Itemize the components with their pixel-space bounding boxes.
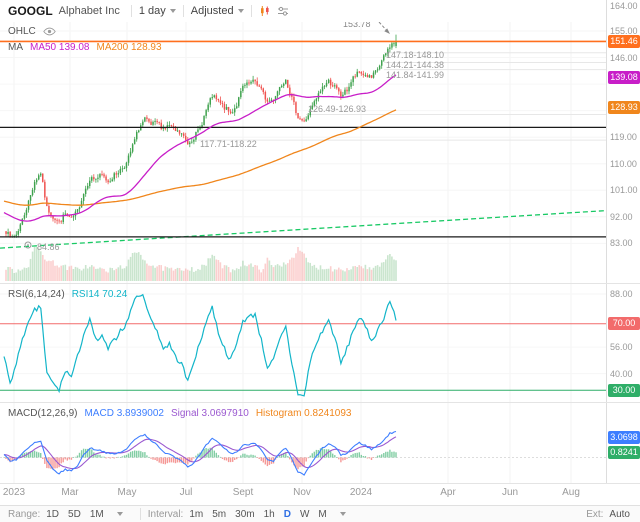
auto-option[interactable]: Auto [609, 508, 630, 520]
price-badge-current-price: 151.46 [608, 34, 640, 48]
svg-text:84.86: 84.86 [37, 242, 60, 252]
macd-value: MACD 3.8939002 [84, 408, 164, 419]
interval-option-30m[interactable]: 30m [235, 508, 255, 520]
price-chart[interactable]: 153.78 147.18-148.10144.21-144.38141.84-1… [0, 0, 606, 283]
x-axis-label: May [117, 487, 137, 498]
ohlc-label: OHLC [8, 26, 36, 37]
x-axis-label: Mar [61, 487, 79, 498]
divider [139, 508, 141, 520]
range-option-1M[interactable]: 1M [89, 508, 104, 520]
divider [250, 5, 252, 17]
panel-divider [0, 283, 640, 284]
x-axis-label: Sept [232, 487, 254, 498]
adjustment-value: Adjusted [190, 5, 234, 17]
interval-option-1h[interactable]: 1h [263, 508, 275, 520]
range-option-1D[interactable]: 1D [46, 508, 60, 520]
price-tick: 110.00 [610, 158, 637, 169]
price-badge-ma50: 139.08 [608, 71, 640, 85]
price-tick: 155.00 [610, 26, 638, 36]
price-tick: 83.00 [610, 238, 633, 249]
interval-option-1m[interactable]: 1m [189, 508, 204, 520]
macd-legend: MACD(12,26,9) MACD 3.8939002 Signal 3.06… [8, 408, 358, 419]
rsi-value: RSI14 70.24 [71, 289, 128, 300]
rsi-tick: 40.00 [610, 368, 633, 379]
caret-down-icon[interactable] [339, 512, 346, 516]
ma50-value: MA50 139.08 [30, 42, 90, 53]
x-axis-label: Jul [179, 487, 193, 498]
price-badge-ma200: 128.93 [608, 101, 640, 115]
rsi-tick: 56.00 [610, 342, 633, 353]
rsi-name: RSI(6,14,24) [8, 289, 65, 300]
price-tick: 164.00 [610, 1, 638, 11]
caret-down-icon [169, 9, 176, 13]
interval-value: 1 day [138, 5, 166, 17]
caret-down-icon[interactable] [116, 512, 123, 516]
x-axis-label: Apr [440, 487, 456, 498]
x-axis-label: 2024 [349, 487, 373, 498]
rsi-level-badge: 70.00 [608, 317, 640, 331]
ohlc-legend: OHLC [8, 26, 56, 37]
macd-value-badge: 3.0698 [608, 430, 640, 444]
ma-label: MA [8, 42, 23, 53]
interval-option-5m[interactable]: 5m [212, 508, 227, 520]
macd-name: MACD(12,26,9) [8, 408, 78, 419]
svg-text:153.78: 153.78 [343, 19, 371, 29]
macd-value-badge: 0.8241 [608, 445, 640, 459]
svg-text:117.71-118.22: 117.71-118.22 [200, 139, 257, 149]
signal-value: Signal 3.0697910 [170, 408, 249, 419]
time-axis[interactable]: 2023 Mar May Jul Sept Nov 2024 Apr Jun Aug [0, 487, 640, 503]
symbol-label: GOOGL [8, 4, 53, 18]
svg-text:147.18-148.10: 147.18-148.10 [386, 50, 444, 60]
interval-label: Interval: [147, 508, 184, 520]
rsi-tick: 88.00 [610, 289, 633, 299]
interval-option-W[interactable]: W [299, 508, 310, 520]
interval-dropdown[interactable]: 1 day [139, 5, 176, 17]
price-tick: 119.00 [610, 132, 637, 143]
adjustment-dropdown[interactable]: Adjusted [191, 5, 244, 17]
ma-legend: MA MA50 139.08 MA200 128.93 [8, 42, 169, 53]
macd-chart[interactable] [0, 403, 606, 483]
x-axis-label: Nov [293, 487, 311, 498]
company-name: Alphabet Inc [58, 5, 120, 17]
interval-option-D[interactable]: D [283, 508, 291, 520]
histogram-value: Histogram 0.8241093 [255, 408, 352, 419]
panel-divider [0, 402, 640, 403]
ma200-value: MA200 128.93 [96, 42, 162, 53]
settings-sliders-icon[interactable] [277, 5, 289, 17]
interval-option-M[interactable]: M [318, 508, 327, 520]
candlestick-chart-icon[interactable] [259, 5, 271, 17]
caret-down-icon [237, 9, 244, 13]
visibility-eye-icon[interactable] [43, 26, 56, 37]
svg-text:126.49-126.93: 126.49-126.93 [308, 104, 366, 114]
x-axis-label: Jun [501, 487, 519, 498]
range-label: Range: [8, 508, 41, 520]
svg-text:141.84-141.99: 141.84-141.99 [386, 70, 444, 80]
price-tick: 101.00 [610, 185, 638, 196]
divider [182, 5, 184, 17]
price-tick: 92.00 [610, 211, 633, 222]
rsi-chart[interactable] [0, 284, 606, 402]
x-axis-label: 2023 [2, 487, 26, 498]
divider [130, 5, 132, 17]
rsi-legend: RSI(6,14,24) RSI14 70.24 [8, 289, 134, 300]
x-axis-label: Aug [562, 487, 580, 498]
bottom-toolbar: Range: 1D 5D 1M Interval: 1m 5m 30m 1h D W M Ext… [0, 505, 640, 522]
range-option-5D[interactable]: 5D [68, 508, 81, 520]
svg-text:144.21-144.38: 144.21-144.38 [386, 60, 444, 70]
price-axis[interactable]: 164.00 155.00 146.00 119.00 110.00 101.00 92.0… [606, 0, 640, 483]
panel-divider [0, 483, 640, 484]
ext-label: Ext: [586, 508, 604, 520]
rsi-level-badge: 30.00 [608, 383, 640, 397]
chart-header: GOOGL Alphabet Inc 1 day Adjusted [0, 0, 606, 22]
price-tick: 146.00 [610, 52, 638, 63]
